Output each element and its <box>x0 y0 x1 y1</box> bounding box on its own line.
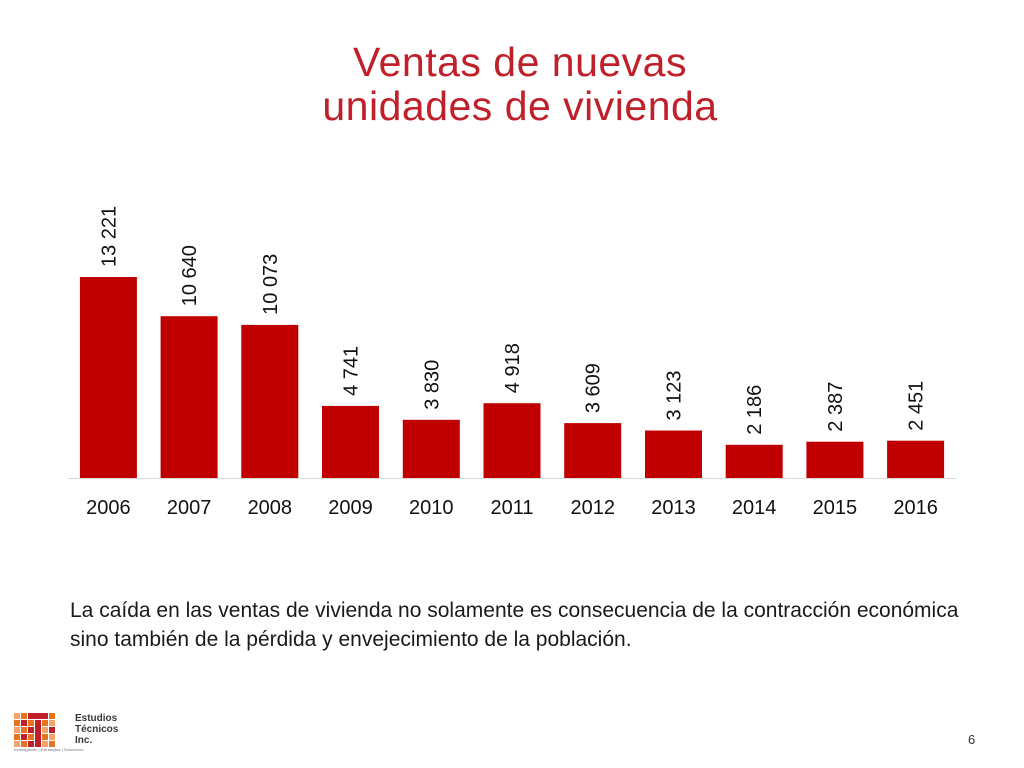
bar-2016 <box>887 440 945 478</box>
bar-series <box>79 277 945 478</box>
logo-tagline: Investigación | Estrategias | Soluciones <box>14 747 84 752</box>
company-logo: Estudios Técnicos Inc. Investigación | E… <box>14 713 124 753</box>
x-tick-2016: 2016 <box>893 497 938 519</box>
data-label-2016: 2 451 <box>906 381 928 431</box>
caption-text: La caída en las ventas de vivienda no so… <box>70 599 959 651</box>
data-label-2012: 3 609 <box>583 363 605 413</box>
bar-2012 <box>564 423 622 478</box>
x-tick-2006: 2006 <box>86 497 131 519</box>
slide-title: Ventas de nuevas unidades de vivienda <box>0 40 1024 128</box>
bar-2006 <box>79 277 137 478</box>
x-tick-2013: 2013 <box>651 497 696 519</box>
data-label-2008: 10 073 <box>260 254 282 315</box>
bar-2008 <box>241 324 299 478</box>
bar-2007 <box>160 316 218 478</box>
logo-line-3: Inc. <box>75 735 93 746</box>
data-label-2015: 2 387 <box>825 382 847 432</box>
page-number: 6 <box>968 732 976 747</box>
data-label-2009: 4 741 <box>341 346 363 396</box>
data-label-2006: 13 221 <box>98 206 120 267</box>
x-tick-2014: 2014 <box>732 497 777 519</box>
x-tick-2015: 2015 <box>813 497 858 519</box>
bar-2011 <box>483 403 541 478</box>
bar-2015 <box>806 441 864 478</box>
title-line-2: unidades de vivienda <box>322 83 718 129</box>
x-tick-2011: 2011 <box>490 497 533 519</box>
bar-2009 <box>322 405 379 478</box>
bar-2014 <box>725 444 783 478</box>
x-tick-labels: 2006 2007 2008 2009 2010 2011 2012 2013 2014 2015… <box>86 497 938 519</box>
logo-line-1: Estudios <box>75 713 118 724</box>
logo-line-2: Técnicos <box>75 724 119 735</box>
x-tick-2012: 2012 <box>570 497 615 519</box>
logo-text: Estudios Técnicos Inc. <box>75 713 118 746</box>
x-tick-2010: 2010 <box>409 497 454 519</box>
title-line-1: Ventas de nuevas <box>353 39 687 85</box>
data-label-2011: 4 918 <box>502 343 524 393</box>
x-tick-2008: 2008 <box>248 497 293 519</box>
data-labels: 13 221 10 640 10 073 4 741 3 830 4 918 3 609 3 … <box>98 206 927 435</box>
logo-mark-icon <box>14 713 55 747</box>
bar-2013 <box>645 430 702 478</box>
data-label-2013: 3 123 <box>663 370 685 420</box>
x-tick-2009: 2009 <box>328 497 373 519</box>
data-label-2010: 3 830 <box>421 360 443 410</box>
data-label-2014: 2 186 <box>744 385 766 435</box>
bar-2010 <box>402 419 460 478</box>
x-tick-2007: 2007 <box>167 497 212 519</box>
data-label-2007: 10 640 <box>179 245 201 306</box>
